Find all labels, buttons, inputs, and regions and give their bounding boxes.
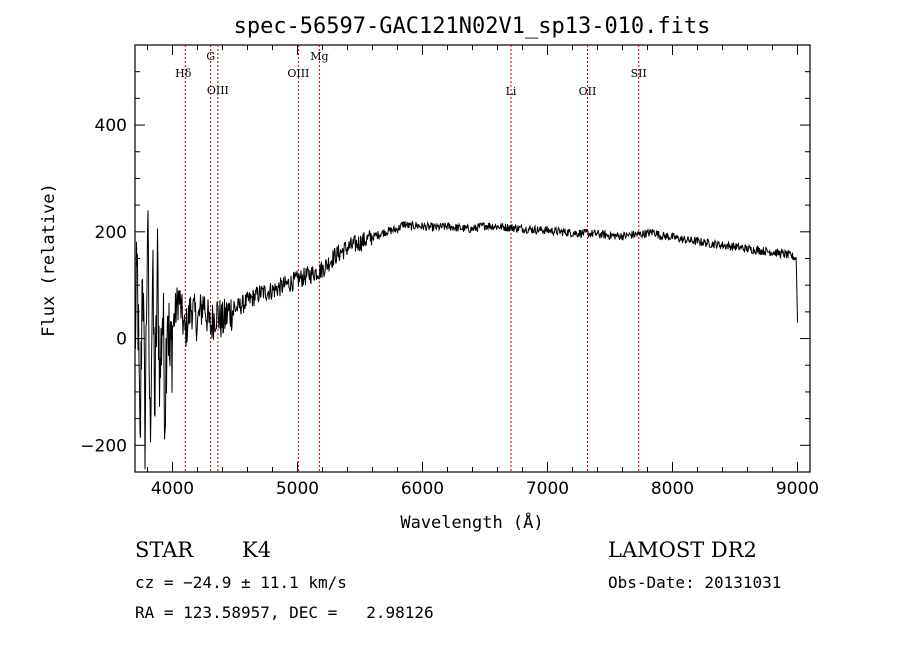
- y-tick-label: 200: [95, 223, 127, 243]
- line-marker-label: SII: [631, 67, 647, 80]
- plot-frame: [134, 44, 811, 473]
- axis-ticks: [135, 45, 810, 472]
- redshift-cz: cz = −24.9 ± 11.1 km/s: [135, 573, 347, 592]
- x-tick-label: 5000: [276, 479, 319, 499]
- y-axis-label: Flux (relative): [39, 183, 59, 337]
- object-class: STAR: [135, 538, 194, 562]
- line-marker-label: Mg: [310, 50, 328, 63]
- x-tick-label: 8000: [651, 479, 694, 499]
- x-tick-label: 9000: [776, 479, 819, 499]
- line-marker-label: OII: [579, 85, 597, 98]
- x-axis-label: Wavelength (Å): [400, 511, 543, 533]
- x-tick-label: 6000: [401, 479, 444, 499]
- coordinates: RA = 123.58957, DEC = 2.98126: [135, 603, 434, 622]
- line-marker-label: Hδ: [175, 67, 192, 80]
- line-marker-label: OIII: [207, 84, 229, 97]
- line-marker-label: Li: [506, 85, 517, 98]
- chart-title: spec-56597-GAC121N02V1_sp13-010.fits: [234, 14, 711, 39]
- survey-name: LAMOST DR2: [608, 538, 757, 562]
- line-marker-label: G: [206, 50, 215, 63]
- x-tick-label: 7000: [526, 479, 569, 499]
- y-tick-label: 400: [95, 116, 127, 136]
- y-tick-labels: −200 0 200 400: [80, 116, 127, 456]
- spectrum-line: [134, 210, 798, 470]
- observation-date: Obs-Date: 20131031: [608, 573, 782, 592]
- x-tick-label: 4000: [151, 479, 194, 499]
- spectrum-chart: spec-56597-GAC121N02V1_sp13-010.fits Hδ G…: [39, 14, 819, 533]
- y-tick-label: −200: [80, 436, 127, 456]
- x-tick-labels: 4000 5000 6000 7000 8000 9000: [151, 479, 819, 499]
- line-marker-label: OIII: [287, 67, 309, 80]
- y-tick-label: 0: [116, 330, 127, 350]
- object-subclass: K4: [242, 538, 272, 562]
